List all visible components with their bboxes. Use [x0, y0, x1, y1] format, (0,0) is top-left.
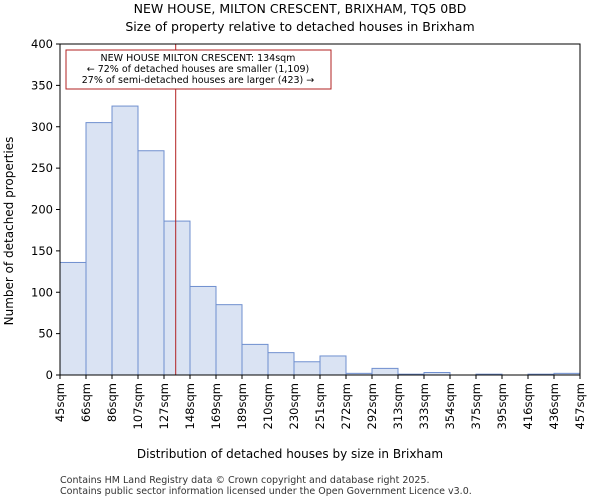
y-tick-label: 0 — [46, 368, 53, 382]
y-axis-label: Number of detached properties — [2, 137, 16, 326]
y-tick-label: 350 — [31, 78, 53, 92]
footer-line-1: Contains HM Land Registry data © Crown c… — [60, 475, 430, 486]
annotation-box — [65, 49, 332, 90]
bar — [319, 355, 347, 376]
chart-subtitle: Size of property relative to detached ho… — [125, 19, 474, 34]
x-tick-label: 169sqm — [209, 383, 223, 429]
y-tick-label: 150 — [31, 244, 53, 258]
annotation-line-1: NEW HOUSE MILTON CRESCENT: 134sqm — [101, 53, 296, 64]
x-tick-label: 210sqm — [261, 383, 275, 429]
bar — [137, 150, 165, 376]
bar — [111, 105, 139, 376]
bar — [163, 220, 191, 376]
bar — [215, 304, 243, 376]
bars-group — [59, 105, 581, 376]
x-tick-label: 375sqm — [469, 383, 483, 429]
y-tick-label: 400 — [31, 37, 53, 51]
bar — [267, 352, 295, 376]
x-tick-label: 45sqm — [53, 383, 67, 422]
chart-title: NEW HOUSE, MILTON CRESCENT, BRIXHAM, TQ5… — [134, 1, 467, 16]
annotation-line-2: ← 72% of detached houses are smaller (1,… — [87, 64, 310, 75]
x-tick-label: 354sqm — [443, 383, 457, 429]
x-tick-label: 333sqm — [417, 383, 431, 429]
x-tick-label: 395sqm — [495, 383, 509, 429]
y-tick-label: 250 — [31, 161, 53, 175]
bar — [189, 285, 217, 376]
x-tick-label: 148sqm — [183, 383, 197, 429]
x-tick-label: 251sqm — [313, 383, 327, 429]
x-tick-label: 66sqm — [79, 383, 93, 422]
y-tick-label: 50 — [38, 327, 53, 341]
x-tick-label: 313sqm — [391, 383, 405, 429]
bar — [371, 367, 399, 376]
x-tick-label: 230sqm — [287, 383, 301, 429]
x-tick-label: 436sqm — [547, 383, 561, 429]
annotation-line-3: 27% of semi-detached houses are larger (… — [82, 75, 315, 86]
bar — [59, 261, 87, 376]
x-tick-label: 127sqm — [157, 383, 171, 429]
x-ticks-group: 45sqm 66sqm 86sqm 107sqm 127sqm 148sqm 169sqm 1… — [53, 375, 587, 429]
x-tick-label: 189sqm — [235, 383, 249, 429]
axes-frame — [59, 43, 581, 376]
bar — [241, 343, 269, 376]
x-tick-label: 416sqm — [521, 383, 535, 429]
x-axis-label: Distribution of detached houses by size … — [137, 447, 443, 461]
y-ticks-group: 0 50 100 150 200 250 300 350 400 — [31, 37, 60, 382]
bar — [293, 361, 321, 376]
bar — [85, 122, 113, 376]
y-tick-label: 100 — [31, 285, 53, 299]
y-tick-label: 300 — [31, 120, 53, 134]
x-tick-label: 457sqm — [573, 383, 587, 429]
x-tick-label: 272sqm — [339, 383, 353, 429]
footer-line-2: Contains public sector information licen… — [60, 486, 472, 497]
y-tick-label: 200 — [31, 203, 53, 217]
x-tick-label: 86sqm — [105, 383, 119, 422]
x-tick-label: 292sqm — [365, 383, 379, 429]
x-tick-label: 107sqm — [131, 383, 145, 429]
